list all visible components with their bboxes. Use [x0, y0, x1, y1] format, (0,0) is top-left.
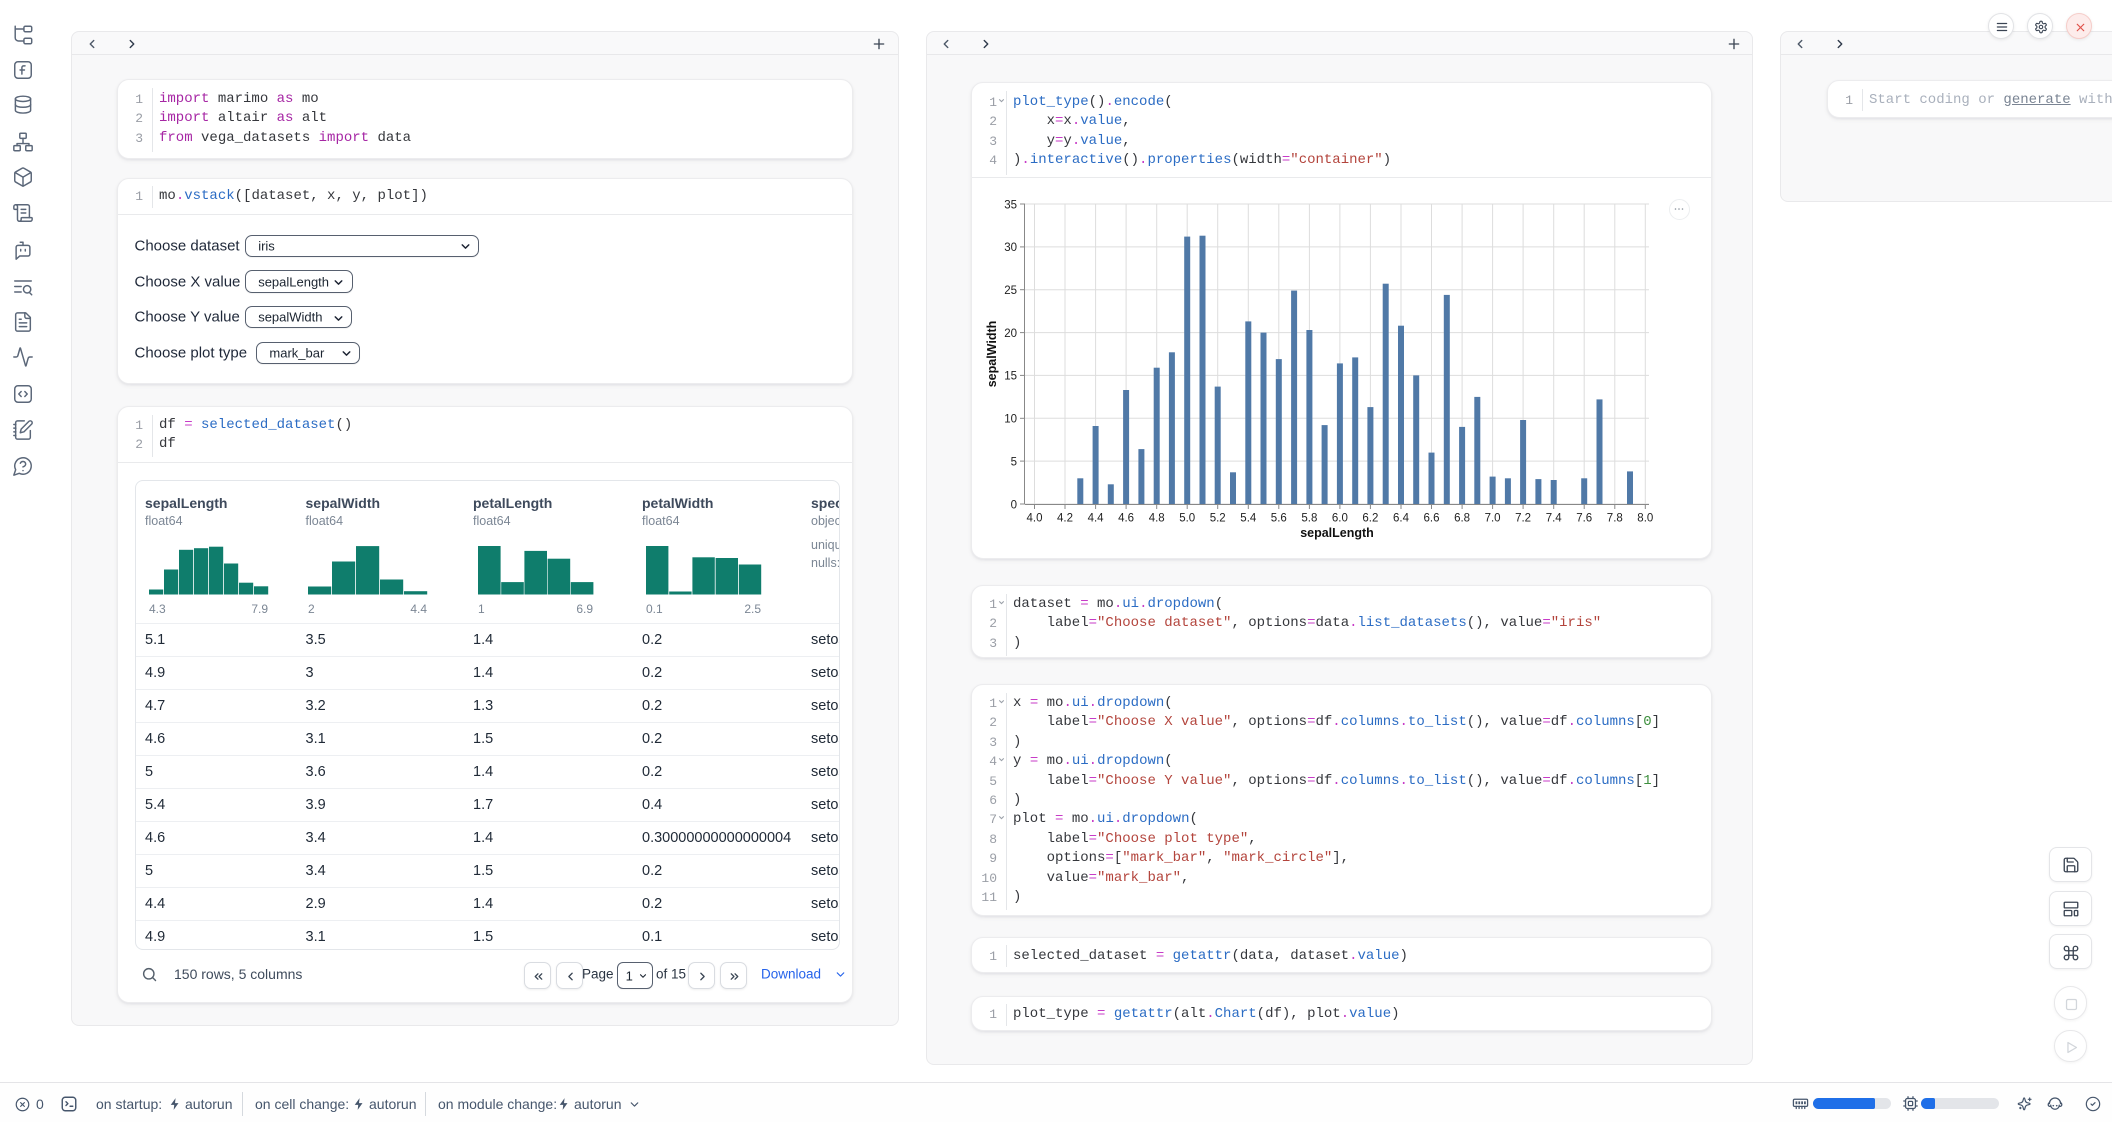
svg-text:5.8: 5.8: [1301, 513, 1317, 525]
svg-text:30: 30: [1004, 242, 1017, 254]
svg-text:4.0: 4.0: [1027, 513, 1043, 525]
svg-text:sepalLength: sepalLength: [1300, 526, 1374, 540]
svg-text:4.6: 4.6: [1118, 513, 1134, 525]
svg-text:6.6: 6.6: [1424, 513, 1440, 525]
svg-text:6.8: 6.8: [1454, 513, 1470, 525]
svg-text:6.4: 6.4: [1393, 513, 1410, 525]
svg-text:7.2: 7.2: [1515, 513, 1531, 525]
svg-text:4.4: 4.4: [1088, 513, 1105, 525]
svg-text:7.0: 7.0: [1485, 513, 1501, 525]
svg-text:20: 20: [1004, 328, 1017, 340]
svg-text:10: 10: [1004, 414, 1017, 426]
svg-text:4.8: 4.8: [1149, 513, 1165, 525]
svg-text:15: 15: [1004, 371, 1017, 383]
svg-text:6.2: 6.2: [1362, 513, 1378, 525]
svg-text:0: 0: [1011, 499, 1017, 511]
svg-text:4.2: 4.2: [1057, 513, 1073, 525]
svg-text:7.4: 7.4: [1546, 513, 1563, 525]
svg-text:8.0: 8.0: [1637, 513, 1653, 525]
svg-text:25: 25: [1004, 285, 1017, 297]
svg-text:5: 5: [1011, 456, 1017, 468]
svg-text:sepalWidth: sepalWidth: [985, 321, 999, 388]
svg-text:35: 35: [1004, 199, 1017, 211]
svg-text:6.0: 6.0: [1332, 513, 1348, 525]
svg-text:5.2: 5.2: [1210, 513, 1226, 525]
svg-text:7.6: 7.6: [1576, 513, 1592, 525]
svg-text:5.0: 5.0: [1179, 513, 1195, 525]
svg-text:5.4: 5.4: [1240, 513, 1257, 525]
svg-text:5.6: 5.6: [1271, 513, 1287, 525]
svg-text:7.8: 7.8: [1607, 513, 1623, 525]
